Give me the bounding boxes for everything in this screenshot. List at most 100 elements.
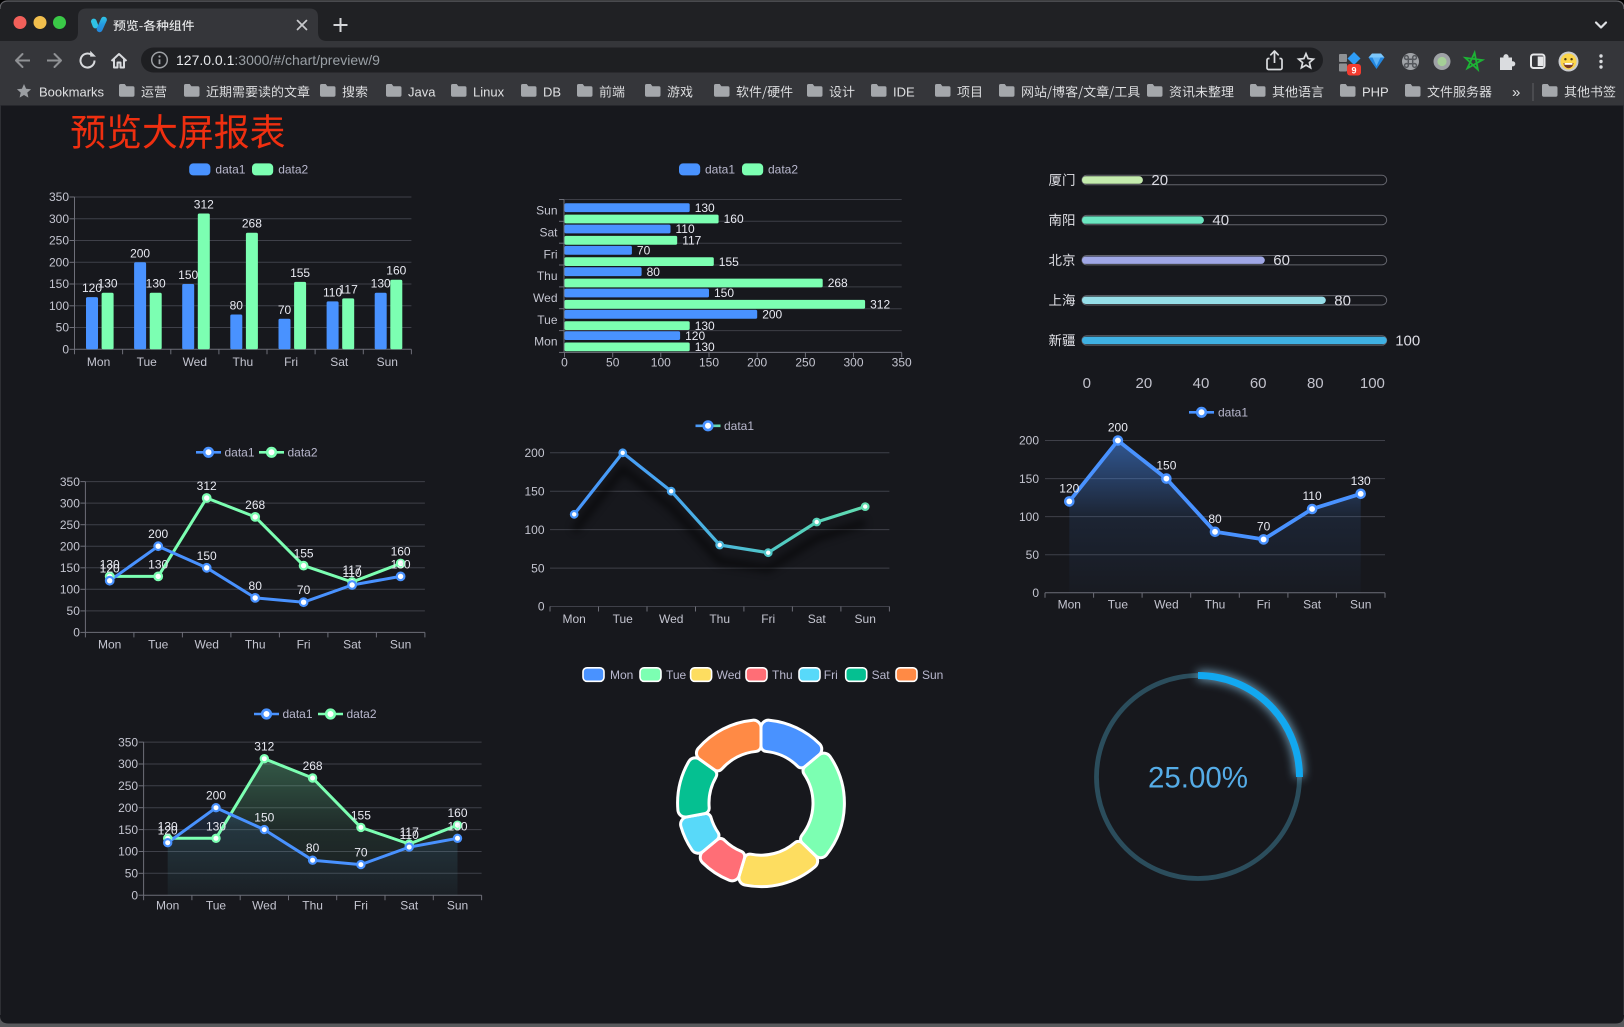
- svg-text:data1: data1: [283, 707, 313, 721]
- svg-text:Java: Java: [408, 85, 436, 100]
- svg-text:130: 130: [695, 201, 715, 215]
- svg-text:130: 130: [371, 277, 391, 291]
- svg-text:120: 120: [100, 562, 120, 576]
- svg-text:Sat: Sat: [343, 638, 362, 652]
- svg-text:200: 200: [747, 356, 767, 370]
- svg-text:100: 100: [1019, 510, 1039, 524]
- svg-text:50: 50: [67, 604, 81, 618]
- svg-text:Fri: Fri: [824, 668, 838, 682]
- svg-text:Thu: Thu: [772, 668, 793, 682]
- svg-text:PHP: PHP: [1362, 85, 1389, 100]
- svg-text:250: 250: [49, 234, 69, 248]
- svg-text:25.00%: 25.00%: [1148, 762, 1248, 795]
- svg-text:data2: data2: [768, 163, 798, 177]
- svg-text:data1: data1: [215, 163, 245, 177]
- svg-text:100: 100: [1360, 375, 1385, 392]
- svg-text:350: 350: [49, 190, 69, 204]
- svg-text:0: 0: [1032, 586, 1039, 600]
- svg-text:200: 200: [118, 801, 138, 815]
- svg-text:100: 100: [651, 356, 671, 370]
- svg-text:312: 312: [870, 298, 890, 312]
- svg-text:Wed: Wed: [533, 291, 557, 305]
- svg-text:Sun: Sun: [390, 638, 411, 652]
- svg-text:50: 50: [56, 321, 70, 335]
- svg-text:Thu: Thu: [709, 612, 730, 626]
- svg-text:70: 70: [637, 244, 651, 258]
- svg-text:110: 110: [400, 828, 419, 842]
- svg-text:268: 268: [242, 217, 262, 231]
- svg-text:Mon: Mon: [87, 355, 110, 369]
- svg-text:Sun: Sun: [922, 668, 943, 682]
- svg-text:»: »: [1512, 84, 1520, 101]
- svg-text:150: 150: [254, 811, 274, 825]
- svg-text:155: 155: [351, 808, 371, 822]
- svg-text:Fri: Fri: [544, 247, 558, 261]
- svg-text:60: 60: [1273, 252, 1290, 269]
- svg-text:110: 110: [676, 222, 695, 236]
- svg-text:Tue: Tue: [148, 638, 169, 652]
- svg-text:Tue: Tue: [537, 313, 558, 327]
- svg-text:Sun: Sun: [377, 355, 398, 369]
- svg-text:0: 0: [561, 356, 568, 370]
- svg-text:120: 120: [1059, 481, 1079, 495]
- svg-text:100: 100: [524, 523, 544, 537]
- svg-text:Sat: Sat: [872, 668, 891, 682]
- svg-text:70: 70: [297, 583, 311, 597]
- svg-text:150: 150: [178, 268, 198, 282]
- svg-text:Fri: Fri: [297, 638, 311, 652]
- svg-text:Fri: Fri: [1257, 598, 1271, 612]
- svg-text:268: 268: [245, 498, 265, 512]
- svg-text:50: 50: [606, 356, 620, 370]
- svg-text:100: 100: [49, 299, 69, 313]
- svg-text:150: 150: [714, 286, 734, 300]
- svg-text:Sun: Sun: [447, 899, 468, 913]
- svg-text:130: 130: [148, 557, 168, 571]
- svg-text:312: 312: [194, 198, 214, 212]
- svg-text:70: 70: [354, 846, 368, 860]
- svg-text:268: 268: [303, 759, 323, 773]
- svg-text:100: 100: [118, 845, 138, 859]
- svg-text:data2: data2: [288, 446, 318, 460]
- svg-text:data1: data1: [724, 419, 754, 433]
- svg-text:130: 130: [1351, 474, 1371, 488]
- svg-text:100: 100: [1395, 332, 1420, 349]
- svg-text:Tue: Tue: [206, 899, 227, 913]
- svg-text:150: 150: [1019, 472, 1039, 486]
- svg-text:9: 9: [1351, 65, 1356, 75]
- svg-text:Sat: Sat: [400, 899, 419, 913]
- svg-text:Wed: Wed: [1154, 598, 1178, 612]
- svg-text:130: 130: [206, 819, 226, 833]
- svg-text:160: 160: [447, 806, 467, 820]
- svg-text:200: 200: [762, 308, 782, 322]
- svg-text:Fri: Fri: [284, 355, 298, 369]
- svg-text:130: 130: [695, 319, 715, 333]
- svg-text:110: 110: [323, 285, 342, 299]
- svg-text:data1: data1: [1218, 406, 1248, 420]
- svg-text:150: 150: [524, 484, 544, 498]
- svg-text:data1: data1: [225, 446, 255, 460]
- svg-text:160: 160: [724, 212, 744, 226]
- svg-text:80: 80: [647, 265, 661, 279]
- svg-text:Mon: Mon: [610, 668, 633, 682]
- svg-text:130: 130: [100, 557, 120, 571]
- svg-text:Sat: Sat: [539, 226, 558, 240]
- svg-text:40: 40: [1212, 212, 1229, 229]
- svg-text:100: 100: [60, 583, 80, 597]
- svg-text:130: 130: [695, 340, 715, 354]
- svg-text:80: 80: [306, 841, 320, 855]
- svg-text:300: 300: [49, 212, 69, 226]
- svg-text:312: 312: [254, 740, 274, 754]
- svg-text:120: 120: [685, 329, 705, 343]
- svg-text:Wed: Wed: [659, 612, 683, 626]
- svg-text:Mon: Mon: [1058, 598, 1081, 612]
- svg-text:117: 117: [339, 282, 358, 296]
- svg-text:300: 300: [843, 356, 863, 370]
- svg-text:155: 155: [290, 266, 310, 280]
- svg-text:70: 70: [1257, 519, 1271, 533]
- svg-text:data1: data1: [705, 163, 735, 177]
- svg-text:155: 155: [294, 547, 314, 561]
- svg-text:250: 250: [60, 518, 80, 532]
- svg-text:data2: data2: [278, 163, 308, 177]
- svg-text:Thu: Thu: [1205, 598, 1226, 612]
- svg-text:Tue: Tue: [666, 668, 687, 682]
